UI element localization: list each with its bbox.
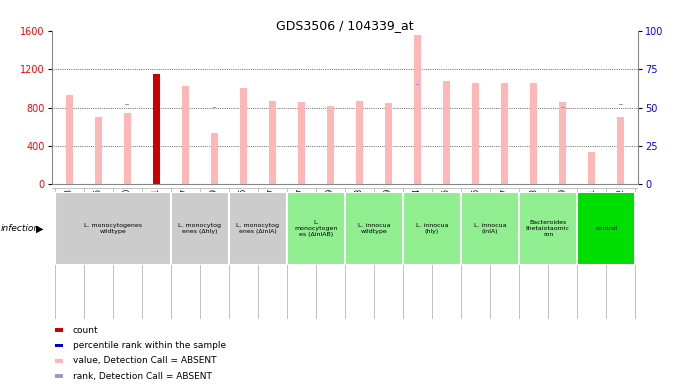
Bar bbox=[55, 359, 63, 363]
Bar bbox=[443, 81, 451, 184]
Bar bbox=[588, 152, 595, 184]
Bar bbox=[229, 192, 287, 265]
Text: percentile rank within the sample: percentile rank within the sample bbox=[72, 341, 226, 350]
Bar bbox=[210, 134, 218, 184]
Text: GSM161567: GSM161567 bbox=[268, 188, 277, 234]
Bar bbox=[519, 192, 578, 265]
Bar bbox=[95, 117, 102, 184]
Bar bbox=[385, 103, 392, 184]
Text: GSM161579: GSM161579 bbox=[326, 188, 335, 234]
Bar bbox=[269, 101, 276, 184]
Text: GSM161588: GSM161588 bbox=[529, 188, 538, 234]
Bar bbox=[55, 374, 63, 378]
Text: GSM161577: GSM161577 bbox=[297, 188, 306, 234]
Text: L. innocua
(inlA): L. innocua (inlA) bbox=[474, 223, 506, 234]
Bar bbox=[55, 328, 63, 332]
Text: GSM161568: GSM161568 bbox=[355, 188, 364, 234]
Bar bbox=[298, 102, 305, 184]
Bar bbox=[414, 35, 421, 184]
Bar bbox=[124, 113, 131, 184]
Text: GSM161570: GSM161570 bbox=[123, 188, 132, 234]
Bar bbox=[66, 95, 73, 184]
Text: L. innocua
(hly): L. innocua (hly) bbox=[416, 223, 448, 234]
Bar bbox=[578, 192, 635, 265]
Text: rank, Detection Call = ABSENT: rank, Detection Call = ABSENT bbox=[72, 372, 212, 381]
Text: GSM161566: GSM161566 bbox=[239, 188, 248, 234]
Text: L. innocua
wildtype: L. innocua wildtype bbox=[358, 223, 391, 234]
Text: GSM161581: GSM161581 bbox=[587, 188, 596, 234]
Text: GSM161589: GSM161589 bbox=[558, 188, 567, 234]
Bar bbox=[152, 74, 160, 184]
Text: GSM161569: GSM161569 bbox=[384, 188, 393, 234]
Text: value, Detection Call = ABSENT: value, Detection Call = ABSENT bbox=[72, 356, 216, 366]
Text: L.
monocytogen
es (ΔinlAB): L. monocytogen es (ΔinlAB) bbox=[294, 220, 337, 237]
Text: GSM161585: GSM161585 bbox=[442, 188, 451, 234]
Bar bbox=[617, 117, 624, 184]
Bar bbox=[327, 106, 334, 184]
Bar bbox=[472, 83, 480, 184]
Bar bbox=[461, 192, 519, 265]
Bar bbox=[345, 192, 403, 265]
Bar bbox=[501, 83, 509, 184]
Text: GSM161223: GSM161223 bbox=[65, 188, 74, 234]
Bar bbox=[55, 192, 171, 265]
Bar bbox=[171, 192, 229, 265]
Text: L. monocytog
enes (ΔinlA): L. monocytog enes (ΔinlA) bbox=[237, 223, 279, 234]
Text: GSM161587: GSM161587 bbox=[500, 188, 509, 234]
Bar bbox=[55, 344, 63, 348]
Bar bbox=[530, 83, 538, 184]
Text: GSM161582: GSM161582 bbox=[616, 188, 625, 234]
Bar bbox=[559, 102, 566, 184]
Text: infection: infection bbox=[1, 224, 40, 233]
Text: L. monocytogenes
wildtype: L. monocytogenes wildtype bbox=[83, 223, 141, 234]
Bar bbox=[403, 192, 461, 265]
Text: GDS3506 / 104339_at: GDS3506 / 104339_at bbox=[276, 19, 414, 32]
Bar bbox=[287, 192, 345, 265]
Text: GSM161226: GSM161226 bbox=[94, 188, 103, 234]
Bar bbox=[356, 101, 363, 184]
Bar bbox=[181, 86, 189, 184]
Text: GSM161586: GSM161586 bbox=[471, 188, 480, 234]
Text: control: control bbox=[595, 226, 618, 231]
Text: L. monocytog
enes (Δhly): L. monocytog enes (Δhly) bbox=[178, 223, 221, 234]
Bar bbox=[239, 88, 247, 184]
Text: ▶: ▶ bbox=[36, 223, 43, 233]
Text: Bacteroides
thetaiotaomic
ron: Bacteroides thetaiotaomic ron bbox=[526, 220, 570, 237]
Text: count: count bbox=[72, 326, 99, 335]
Text: GSM161571: GSM161571 bbox=[152, 188, 161, 234]
Text: GSM161197: GSM161197 bbox=[181, 188, 190, 234]
Text: GSM161219: GSM161219 bbox=[210, 188, 219, 234]
Text: GSM161584: GSM161584 bbox=[413, 188, 422, 234]
